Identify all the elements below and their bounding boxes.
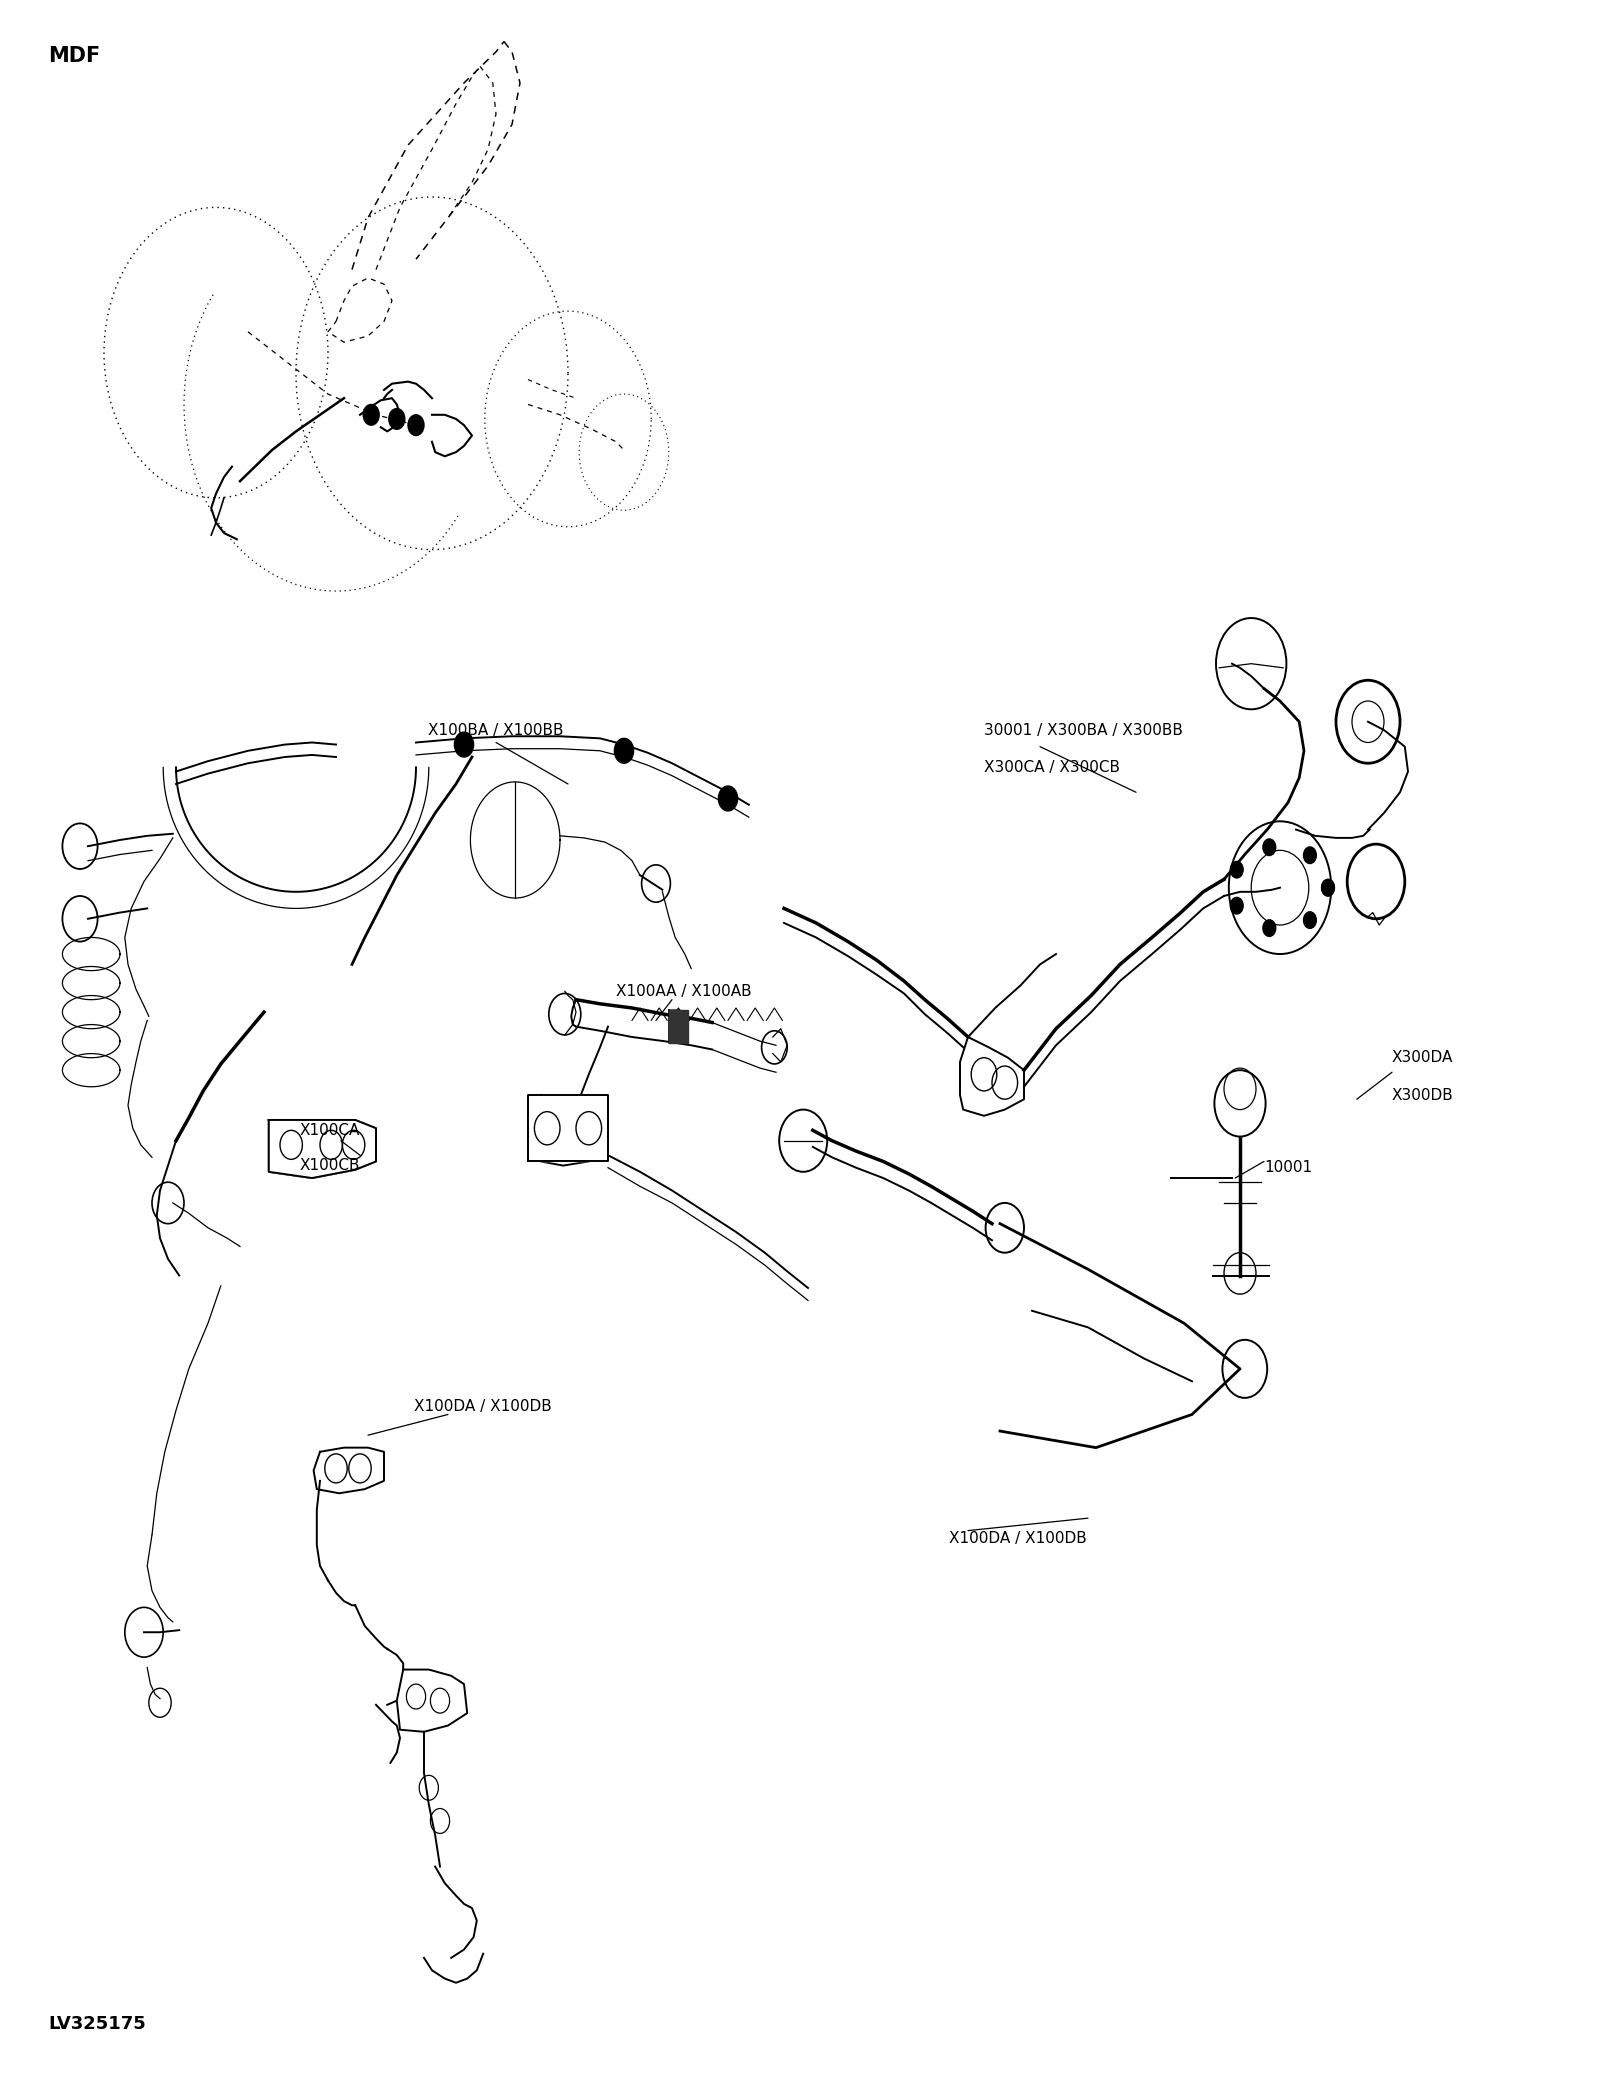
Circle shape <box>1230 861 1243 877</box>
Text: X300DB: X300DB <box>1392 1087 1454 1103</box>
Text: X100AA / X100AB: X100AA / X100AB <box>616 983 752 1000</box>
Text: X100CB: X100CB <box>299 1157 360 1174</box>
Circle shape <box>614 738 634 763</box>
Text: X300CA / X300CB: X300CA / X300CB <box>984 759 1120 776</box>
Circle shape <box>718 786 738 811</box>
Polygon shape <box>314 1448 384 1493</box>
Circle shape <box>1230 898 1243 915</box>
Polygon shape <box>528 1095 608 1161</box>
Circle shape <box>1214 1070 1266 1137</box>
Circle shape <box>1262 919 1275 935</box>
Circle shape <box>1322 879 1334 896</box>
Polygon shape <box>669 1010 688 1043</box>
Text: X300DA: X300DA <box>1392 1049 1453 1066</box>
Polygon shape <box>397 1670 467 1732</box>
Circle shape <box>389 409 405 429</box>
Text: LV325175: LV325175 <box>48 2014 146 2033</box>
Text: 30001 / X300BA / X300BB: 30001 / X300BA / X300BB <box>984 722 1182 738</box>
Text: 10001: 10001 <box>1264 1159 1312 1176</box>
Circle shape <box>454 732 474 757</box>
Circle shape <box>1322 879 1334 896</box>
Circle shape <box>1262 840 1275 857</box>
Text: MDF: MDF <box>48 46 101 66</box>
Circle shape <box>1304 846 1317 863</box>
Text: X100BA / X100BB: X100BA / X100BB <box>429 722 563 738</box>
Text: X100DA / X100DB: X100DA / X100DB <box>414 1398 552 1414</box>
Circle shape <box>363 404 379 425</box>
Circle shape <box>408 415 424 436</box>
Text: X100DA / X100DB: X100DA / X100DB <box>949 1531 1086 1547</box>
Polygon shape <box>960 1037 1024 1116</box>
Polygon shape <box>269 1120 376 1178</box>
Text: X100CA: X100CA <box>299 1122 360 1139</box>
Polygon shape <box>1000 1224 1240 1448</box>
Circle shape <box>1304 913 1317 929</box>
